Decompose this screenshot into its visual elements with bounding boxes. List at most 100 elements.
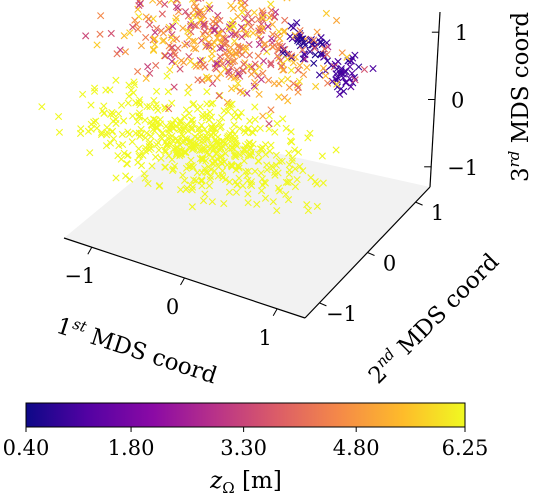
data-point: [306, 48, 314, 56]
data-point: [284, 97, 292, 105]
data-point: [332, 146, 340, 154]
data-point: [185, 52, 193, 61]
data-point: [231, 31, 239, 39]
data-point: [251, 115, 259, 124]
data-point: [306, 129, 314, 137]
data-point: [301, 51, 309, 59]
data-point: [207, 55, 215, 63]
data-point: [207, 131, 215, 139]
data-point: [191, 37, 199, 45]
z-axis-label: 3rd MDS coord: [505, 12, 534, 182]
data-point: [350, 73, 358, 81]
data-point: [187, 17, 195, 25]
data-point: [114, 110, 123, 118]
data-point: [147, 132, 155, 140]
data-point: [154, 106, 162, 114]
x-tick: [180, 277, 185, 286]
data-point: [176, 65, 184, 73]
data-point: [179, 132, 187, 140]
data-point: [196, 10, 204, 18]
data-point: [135, 152, 143, 160]
data-point: [279, 66, 287, 74]
data-point: [161, 105, 169, 113]
data-point: [251, 78, 259, 87]
data-point: [190, 0, 198, 7]
data-point: [281, 45, 289, 54]
data-point: [246, 117, 254, 125]
data-point: [247, 70, 256, 78]
data-point: [157, 154, 165, 162]
data-point: [136, 0, 144, 8]
data-point: [254, 52, 262, 60]
data-point: [143, 129, 151, 137]
data-point: [267, 0, 275, 8]
data-point: [323, 50, 331, 59]
data-point: [275, 157, 283, 166]
data-point: [90, 84, 99, 92]
data-point: [200, 20, 208, 28]
data-point: [137, 42, 145, 50]
data-point: [319, 179, 327, 187]
data-point: [294, 66, 302, 74]
data-point: [160, 52, 168, 60]
data-point: [276, 34, 284, 43]
data-point: [90, 118, 98, 126]
data-point: [102, 142, 111, 150]
data-point: [273, 206, 281, 215]
data-point: [123, 151, 132, 160]
data-point: [79, 90, 87, 98]
data-point: [313, 28, 321, 36]
data-point: [220, 158, 228, 166]
data-point: [304, 206, 312, 215]
data-point: [229, 22, 238, 30]
data-point: [180, 148, 188, 156]
data-point: [278, 157, 286, 165]
data-point: [121, 48, 130, 56]
data-point: [242, 168, 250, 176]
data-point: [243, 125, 252, 133]
data-point: [225, 25, 233, 33]
data-point: [124, 99, 132, 107]
data-point: [201, 125, 209, 133]
data-point: [120, 117, 128, 125]
data-point: [271, 8, 280, 16]
data-point: [115, 142, 123, 150]
data-point: [264, 76, 273, 84]
data-point: [142, 74, 150, 82]
data-point: [150, 96, 158, 105]
data-point: [144, 63, 152, 71]
data-point: [192, 62, 200, 70]
data-point: [135, 112, 144, 120]
data-point: [247, 145, 255, 153]
data-point: [120, 32, 128, 40]
x-tick: [272, 308, 278, 317]
data-point: [196, 103, 204, 111]
data-point: [160, 36, 168, 44]
data-point: [291, 165, 299, 173]
data-point: [168, 44, 176, 52]
data-point: [106, 139, 115, 147]
data-point: [256, 145, 264, 153]
data-point: [289, 24, 298, 32]
data-point: [158, 10, 166, 18]
data-point: [218, 167, 227, 175]
data-point: [168, 124, 177, 132]
data-point: [313, 202, 321, 210]
data-point: [232, 50, 240, 58]
data-point: [123, 160, 131, 168]
data-point: [134, 25, 142, 33]
data-point: [170, 145, 178, 153]
data-point: [161, 52, 169, 60]
data-point: [188, 125, 196, 133]
data-point: [216, 16, 224, 25]
data-point: [259, 112, 267, 120]
data-point: [369, 64, 377, 73]
data-point: [322, 72, 330, 80]
data-point: [152, 61, 160, 70]
data-point: [198, 146, 206, 154]
data-point: [177, 57, 185, 65]
data-point: [112, 76, 120, 84]
data-point: [220, 107, 228, 115]
axis-ticks: −101−101−101: [64, 21, 478, 350]
data-point: [167, 140, 175, 148]
